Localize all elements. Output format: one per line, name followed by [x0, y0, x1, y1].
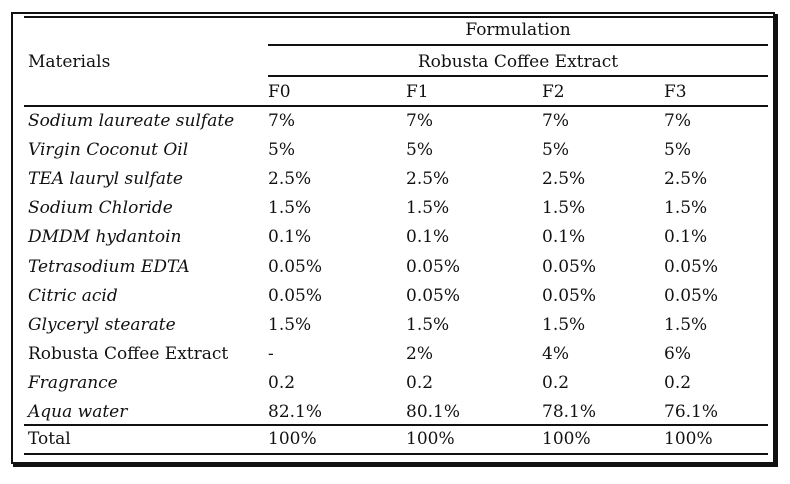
total-rule — [24, 424, 768, 426]
value-cell: 0.2 — [664, 373, 692, 393]
value-cell: 5% — [406, 140, 433, 160]
total-value-cell: 100% — [664, 429, 713, 449]
value-cell: 0.05% — [664, 286, 719, 306]
bottom-rule — [24, 453, 768, 455]
total-value-cell: 100% — [406, 429, 455, 449]
group-rule — [268, 75, 768, 77]
material-cell: Robusta Coffee Extract — [28, 344, 229, 364]
column-header: F3 — [664, 82, 687, 102]
value-cell: 76.1% — [664, 402, 719, 422]
value-cell: 2.5% — [542, 169, 586, 189]
materials-header: Materials — [28, 52, 111, 72]
material-cell: Virgin Coconut Oil — [28, 140, 189, 160]
header-rule — [24, 105, 768, 107]
value-cell: - — [268, 344, 274, 364]
material-cell: TEA lauryl sulfate — [28, 169, 183, 189]
value-cell: 5% — [664, 140, 691, 160]
formulation-rule — [268, 44, 768, 46]
value-cell: 4% — [542, 344, 569, 364]
value-cell: 2.5% — [268, 169, 312, 189]
frame-shadow-bottom — [13, 464, 778, 467]
value-cell: 0.05% — [406, 257, 461, 277]
value-cell: 0.1% — [664, 227, 708, 247]
value-cell: 0.05% — [268, 257, 323, 277]
total-label: Total — [28, 429, 71, 449]
value-cell: 0.2 — [542, 373, 570, 393]
value-cell: 0.05% — [542, 286, 597, 306]
table-frame — [11, 12, 775, 464]
value-cell: 82.1% — [268, 402, 323, 422]
value-cell: 0.05% — [406, 286, 461, 306]
value-cell: 2.5% — [406, 169, 450, 189]
value-cell: 0.1% — [542, 227, 586, 247]
value-cell: 1.5% — [406, 198, 450, 218]
value-cell: 7% — [542, 111, 569, 131]
value-cell: 2.5% — [664, 169, 708, 189]
value-cell: 0.2 — [406, 373, 434, 393]
top-rule — [24, 16, 774, 18]
value-cell: 5% — [542, 140, 569, 160]
total-value-cell: 100% — [542, 429, 591, 449]
material-cell: Tetrasodium EDTA — [28, 257, 190, 277]
value-cell: 1.5% — [664, 198, 708, 218]
value-cell: 80.1% — [406, 402, 461, 422]
column-header: F1 — [406, 82, 429, 102]
value-cell: 1.5% — [268, 198, 312, 218]
material-cell: Glyceryl stearate — [28, 315, 176, 335]
value-cell: 7% — [268, 111, 295, 131]
value-cell: 0.05% — [268, 286, 323, 306]
value-cell: 1.5% — [542, 198, 586, 218]
group-header: Robusta Coffee Extract — [417, 52, 619, 72]
value-cell: 1.5% — [268, 315, 312, 335]
value-cell: 5% — [268, 140, 295, 160]
material-cell: Fragrance — [28, 373, 118, 393]
material-cell: Citric acid — [28, 286, 118, 306]
value-cell: 0.05% — [542, 257, 597, 277]
column-header: F0 — [268, 82, 291, 102]
material-cell: DMDM hydantoin — [28, 227, 182, 247]
value-cell: 0.1% — [268, 227, 312, 247]
value-cell: 0.1% — [406, 227, 450, 247]
value-cell: 1.5% — [406, 315, 450, 335]
value-cell: 2% — [406, 344, 433, 364]
frame-shadow-right — [775, 14, 778, 466]
material-cell: Sodium laureate sulfate — [28, 111, 235, 131]
material-cell: Aqua water — [28, 402, 128, 422]
value-cell: 7% — [406, 111, 433, 131]
total-value-cell: 100% — [268, 429, 317, 449]
formulation-header: Formulation — [465, 20, 571, 40]
value-cell: 0.2 — [268, 373, 296, 393]
value-cell: 6% — [664, 344, 691, 364]
value-cell: 1.5% — [542, 315, 586, 335]
value-cell: 78.1% — [542, 402, 597, 422]
value-cell: 7% — [664, 111, 691, 131]
material-cell: Sodium Chloride — [28, 198, 173, 218]
column-header: F2 — [542, 82, 565, 102]
value-cell: 1.5% — [664, 315, 708, 335]
value-cell: 0.05% — [664, 257, 719, 277]
